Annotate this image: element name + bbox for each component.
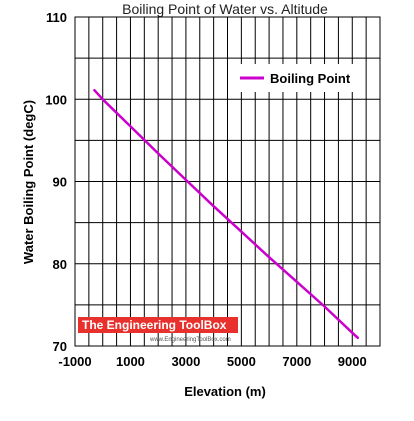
watermark: The Engineering ToolBox www.EngineeringT…	[78, 317, 238, 343]
watermark-url: www.EngineeringToolBox.com	[149, 337, 231, 343]
y-tick-label: 100	[45, 92, 67, 107]
x-tick-labels: -1000 1000 3000 5000 7000 9000	[58, 354, 366, 369]
x-tick-label: 7000	[282, 354, 311, 369]
watermark-text: The Engineering ToolBox	[82, 318, 227, 332]
x-tick-label: -1000	[58, 354, 91, 369]
series-layer	[93, 88, 360, 340]
x-axis-label: Elevation (m)	[184, 384, 266, 399]
chart-title: Boiling Point of Water vs. Altitude	[122, 1, 328, 17]
plot-frame	[74, 16, 381, 347]
x-tick-label: 5000	[227, 354, 256, 369]
y-tick-label: 90	[53, 175, 67, 190]
x-tick-label: 1000	[116, 354, 145, 369]
series-line-boiling-point	[93, 88, 360, 340]
y-tick-label: 80	[53, 257, 67, 272]
y-axis-label: Water Boiling Point (degC)	[21, 100, 36, 264]
legend: Boiling Point	[228, 64, 362, 92]
horizontal-gridlines	[75, 57, 380, 306]
watermark-banner	[78, 317, 238, 333]
x-tick-label: 9000	[338, 354, 367, 369]
legend-label-boiling-point: Boiling Point	[270, 71, 351, 86]
y-tick-labels: 70 80 90 100 110	[45, 10, 67, 354]
y-tick-label: 110	[46, 10, 67, 25]
y-tick-label: 70	[53, 339, 67, 354]
x-tick-label: 3000	[171, 354, 200, 369]
